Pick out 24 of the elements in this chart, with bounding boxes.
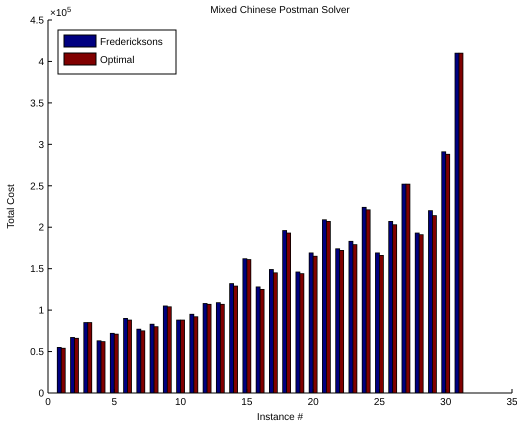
y-tick-label: 0 bbox=[38, 388, 44, 400]
y-axis-title: Total Cost bbox=[6, 184, 17, 229]
y-tick-label: 4.5 bbox=[30, 16, 44, 26]
x-tick-label: 10 bbox=[175, 397, 187, 408]
text: ×10$^{5}$ bbox=[50, 4, 72, 19]
x-tick-label: 20 bbox=[308, 397, 320, 408]
x-tick-label: 25 bbox=[374, 397, 386, 408]
x-tick-label: 5 bbox=[112, 397, 118, 408]
x-tick-label: 35 bbox=[506, 397, 517, 408]
y-tick-label: 3.5 bbox=[30, 98, 44, 110]
y-tick-label: 3 bbox=[38, 140, 44, 151]
y-tick-label: 2 bbox=[38, 222, 44, 234]
x-tick-label: 0 bbox=[45, 397, 52, 408]
y-tick-label: 2.5 bbox=[30, 181, 44, 192]
y-tick-label: 4 bbox=[38, 56, 44, 68]
y-tick-label: 1 bbox=[38, 306, 44, 317]
y-tick-label: 1.5 bbox=[30, 264, 44, 276]
chart-title: Mixed Chinese Postman Solver bbox=[210, 5, 350, 16]
x-axis-title: Instance # bbox=[256, 412, 304, 423]
x-tick-label: 30 bbox=[440, 397, 452, 408]
legend-label: Fredericksons bbox=[100, 37, 163, 48]
x-tick-label: 15 bbox=[241, 397, 253, 408]
legend-label: Optimal bbox=[100, 55, 134, 66]
y-tick-label: 0.5 bbox=[30, 347, 44, 358]
